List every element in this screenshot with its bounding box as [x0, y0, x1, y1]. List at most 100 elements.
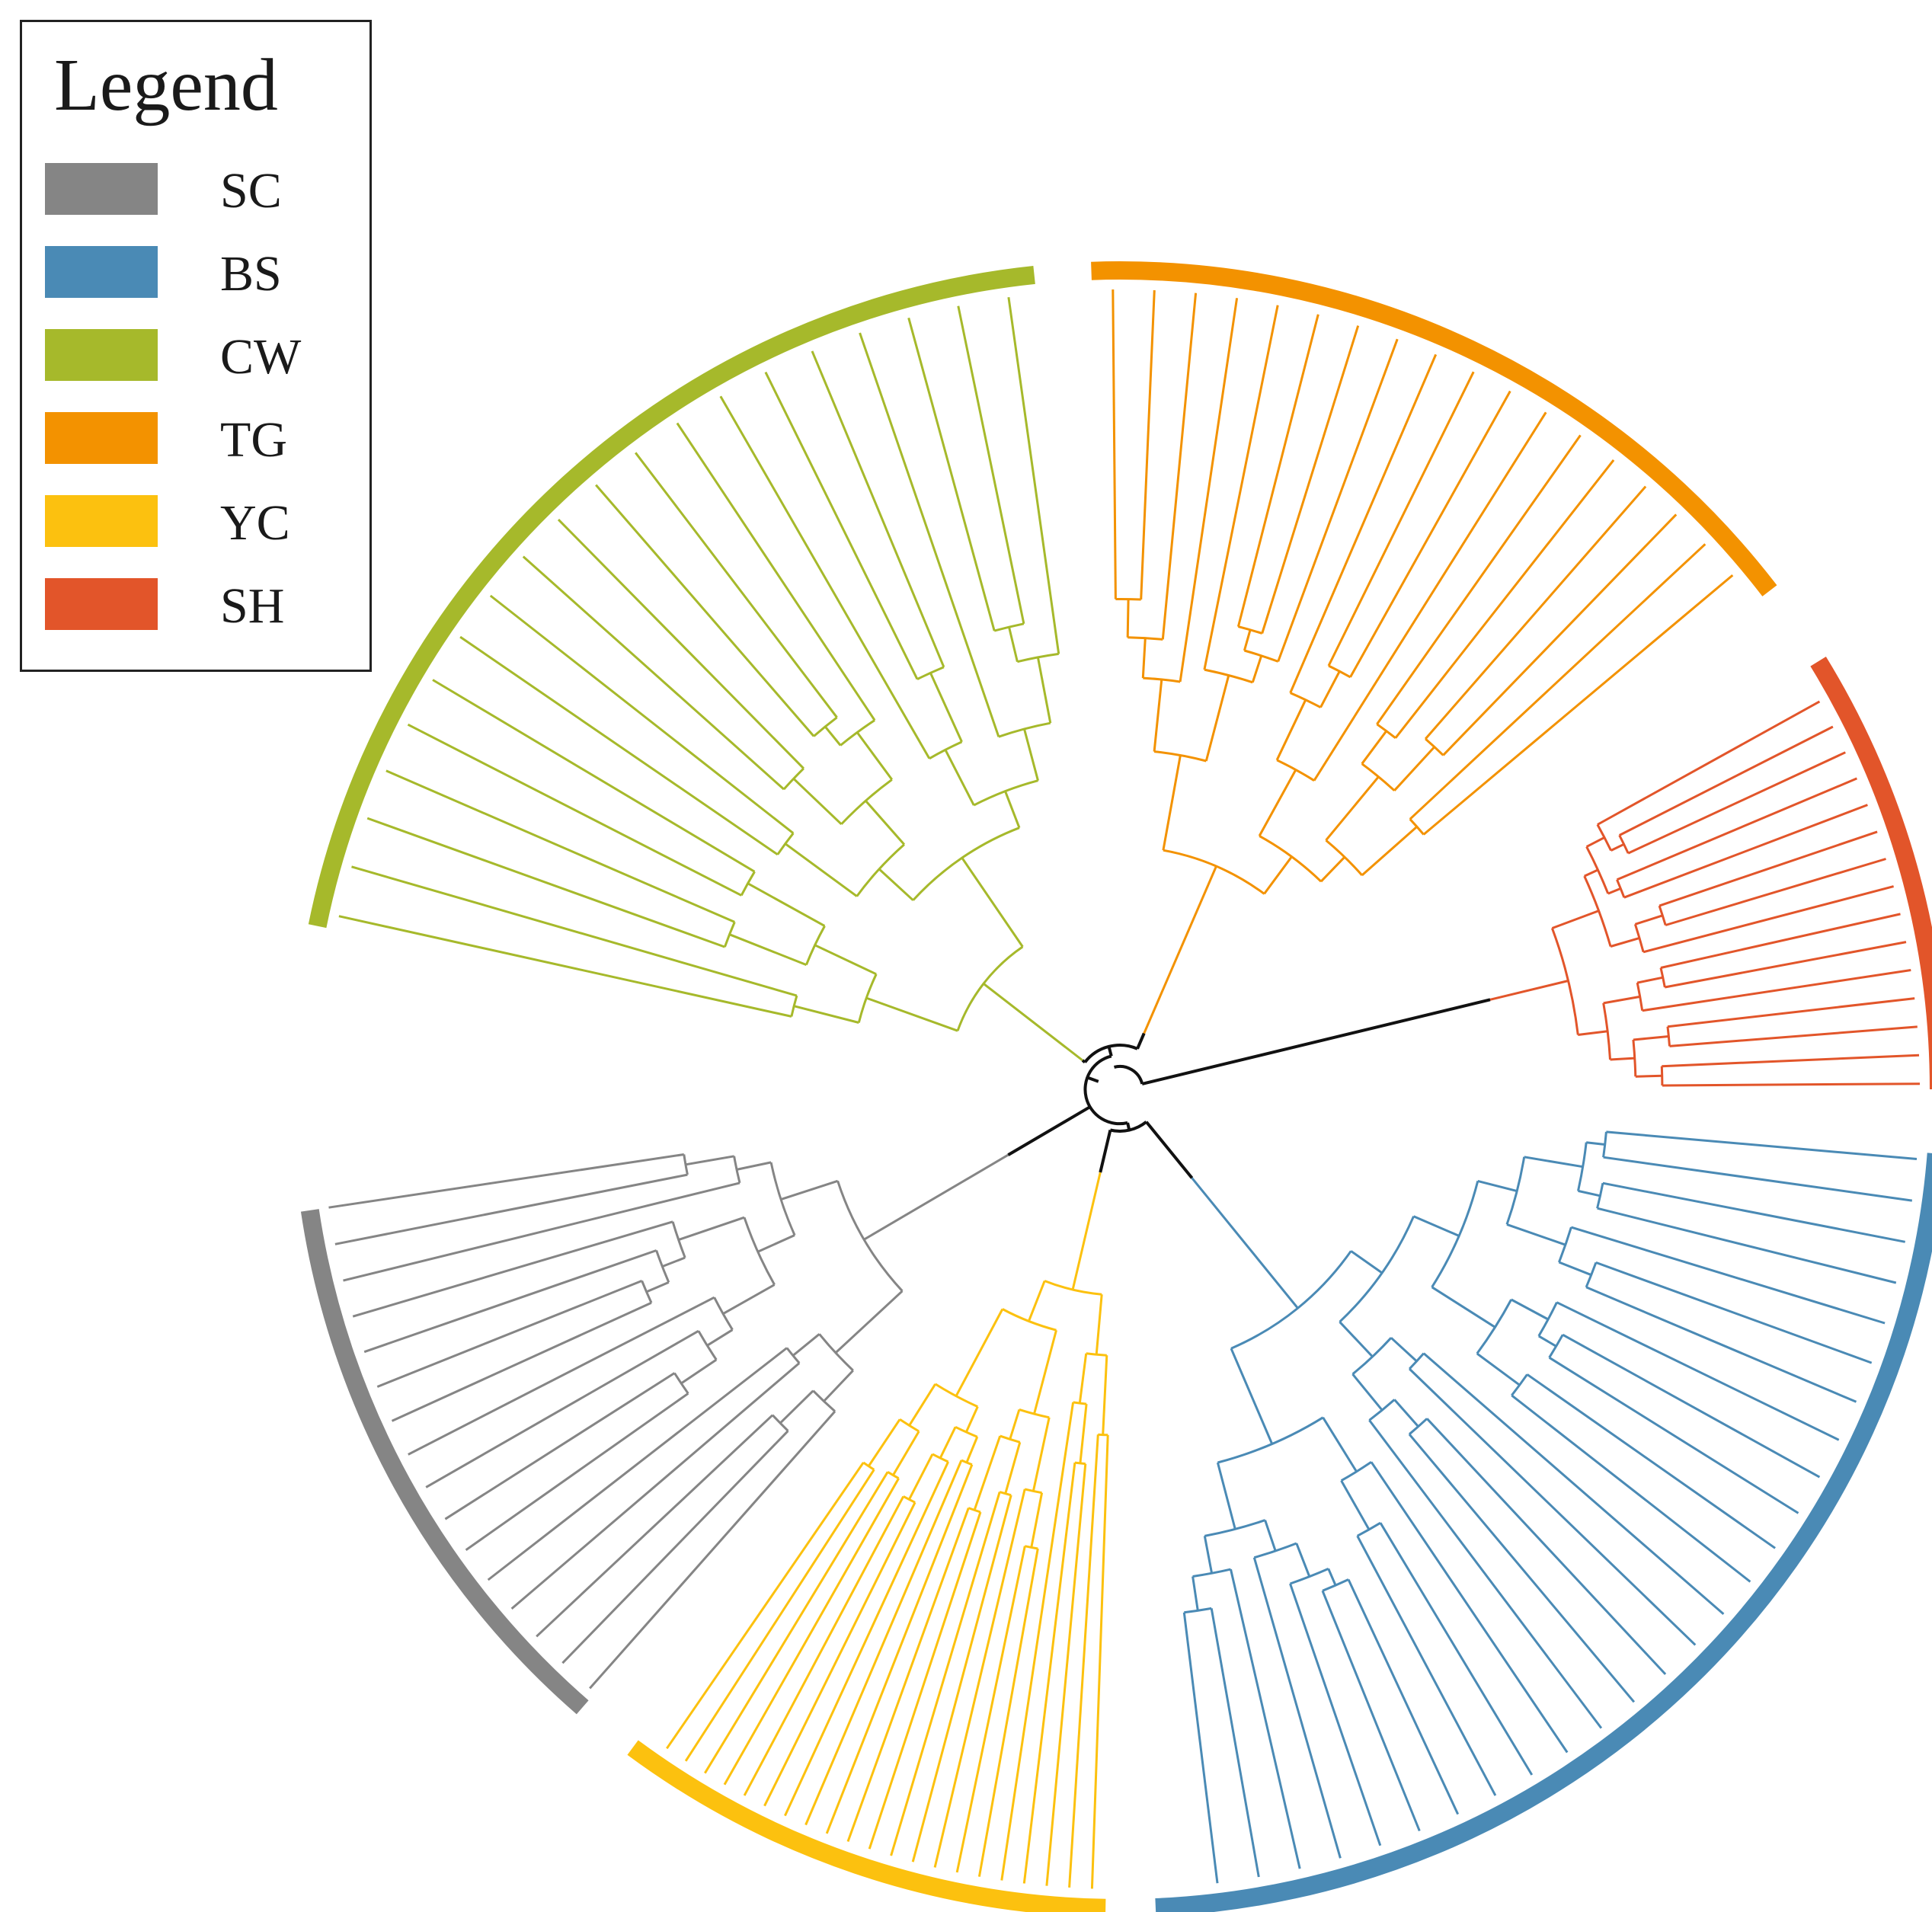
tree-node-arc-bs: [1184, 1607, 1212, 1614]
tree-branch-bs: [1538, 1335, 1557, 1348]
tree-branch-yc: [1009, 1408, 1021, 1440]
tree-branch-yc: [955, 1308, 1004, 1397]
tree-leaf-cw: [635, 452, 838, 718]
tree-leaf-yc: [933, 1488, 1026, 1868]
tree-leaf-sc: [352, 1220, 673, 1318]
tree-leaf-yc: [1000, 1402, 1075, 1881]
tree-leaf-bs: [1426, 1418, 1667, 1675]
tree-stem-yc: [1071, 1172, 1102, 1290]
tree-node-arc-bs: [1356, 1521, 1381, 1537]
tree-stem-cw: [983, 983, 1083, 1062]
tree-branch-yc: [964, 1405, 979, 1433]
tree-node-arc-yc: [887, 1471, 900, 1480]
legend-item-bs: BS: [45, 246, 357, 299]
tree-leaf-bs: [1182, 1612, 1219, 1884]
tree-leaf-cw: [522, 555, 785, 791]
tree-branch-sh: [1607, 887, 1621, 895]
tree-branch-bs: [1340, 1479, 1371, 1530]
tree-leaf-bs: [1595, 1261, 1873, 1364]
tree-leaf-tg: [1261, 325, 1360, 634]
tree-branch-cw: [747, 882, 826, 927]
tree-branch-tg: [1153, 679, 1163, 752]
tree-branch-bs: [1390, 1337, 1418, 1363]
legend-label-cw: CW: [220, 329, 302, 385]
tree-leaf-cw: [676, 422, 876, 721]
tree-root-branch-yc: [1099, 1130, 1112, 1173]
group-ring-yc: [627, 1740, 1106, 1912]
tree-node-arc-yc: [1024, 1488, 1042, 1495]
tree-leaf-sh: [1659, 830, 1878, 907]
tree-leaf-sc: [334, 1173, 688, 1245]
tree-leaf-bs: [1526, 1373, 1776, 1549]
legend-label-bs: BS: [220, 246, 282, 302]
tree-leaf-sh: [1597, 700, 1821, 826]
tree-branch-cw: [1023, 728, 1039, 782]
tree-root-branch-sh: [1141, 998, 1491, 1085]
tree-leaf-cw: [407, 723, 742, 897]
tree-leaf-sh: [1619, 725, 1834, 836]
tree-leaf-bs: [1511, 1394, 1751, 1583]
tree-leaf-sh: [1660, 913, 1901, 969]
tree-leaf-tg: [1424, 485, 1647, 740]
tree-branch-cw: [814, 944, 877, 976]
tree-leaf-yc: [804, 1460, 963, 1826]
tree-node-arc-bs: [1511, 1373, 1528, 1396]
tree-leaf-cw: [719, 395, 931, 759]
tree-leaf-yc: [911, 1495, 1012, 1862]
tree-branch-sc: [779, 1389, 814, 1424]
tree-branch-cw: [784, 842, 858, 897]
tree-leaf-sc: [487, 1347, 788, 1581]
tree-leaf-bs: [1606, 1130, 1918, 1160]
tree-node-arc-sc: [785, 1347, 801, 1364]
legend-item-sc: SC: [45, 163, 357, 216]
tree-branch-sh: [1551, 910, 1600, 929]
tree-leaf-cw: [764, 371, 919, 680]
tree-leaf-tg: [1313, 411, 1547, 782]
tree-branch-sc: [646, 1281, 670, 1293]
tree-node-arc-tg: [1328, 664, 1351, 679]
tree-branch-sc: [792, 1333, 820, 1357]
tree-node-arc-bs: [1548, 1334, 1564, 1358]
tree-branch-sh: [1633, 1035, 1669, 1041]
tree-root-arc-main: [1083, 1054, 1128, 1126]
tree-branch-tg: [1258, 769, 1297, 837]
tree-leaf-yc: [1045, 1463, 1087, 1886]
tree-leaf-sh: [1623, 804, 1868, 899]
tree-node-arc-sc: [743, 1217, 776, 1286]
tree-root-branch-sc: [1007, 1105, 1092, 1156]
tree-node-arc-tg: [1243, 649, 1279, 663]
tree-branch-yc: [908, 1383, 936, 1427]
group-ring-bs: [1155, 1153, 1932, 1912]
tree-leaf-cw: [595, 484, 815, 737]
tree-leaf-cw: [385, 769, 735, 923]
tree-leaf-yc: [1068, 1434, 1099, 1888]
tree-leaf-bs: [1289, 1583, 1382, 1846]
legend-item-cw: CW: [45, 329, 357, 382]
tree-branch-tg: [1251, 655, 1263, 683]
tree-leaf-tg: [1442, 513, 1678, 756]
tree-branch-bs: [1203, 1536, 1214, 1574]
tree-leaf-sc: [465, 1392, 689, 1552]
tree-node-arc-bs: [1322, 1578, 1349, 1592]
tree-node-arc-yc: [1002, 1308, 1057, 1332]
tree-node-arc-sh: [1636, 982, 1644, 1011]
tree-leaf-yc: [684, 1469, 875, 1762]
legend-swatch-yc: [45, 495, 158, 547]
tree-leaf-yc: [868, 1511, 982, 1850]
tree-branch-bs: [1506, 1223, 1566, 1246]
tree-branch-yc: [1033, 1329, 1057, 1415]
tree-branch-yc: [1079, 1403, 1088, 1464]
tree-leaf-sc: [589, 1410, 836, 1690]
tree-leaf-cw: [811, 350, 945, 668]
tree-branch-sh: [1634, 914, 1663, 926]
legend-box: Legend SC BS CW TG YC SH: [20, 20, 372, 672]
tree-branch-sh: [1610, 936, 1640, 948]
tree-branch-tg: [1393, 746, 1436, 791]
tree-node-arc-yc: [1024, 1545, 1038, 1550]
tree-node-arc-sc: [733, 1156, 741, 1184]
tree-branch-sc: [736, 1161, 772, 1171]
legend-swatch-sh: [45, 578, 158, 630]
tree-branch-bs: [1327, 1568, 1337, 1586]
tree-leaf-sh: [1662, 1082, 1921, 1087]
tree-branch-bs: [1322, 1417, 1358, 1472]
